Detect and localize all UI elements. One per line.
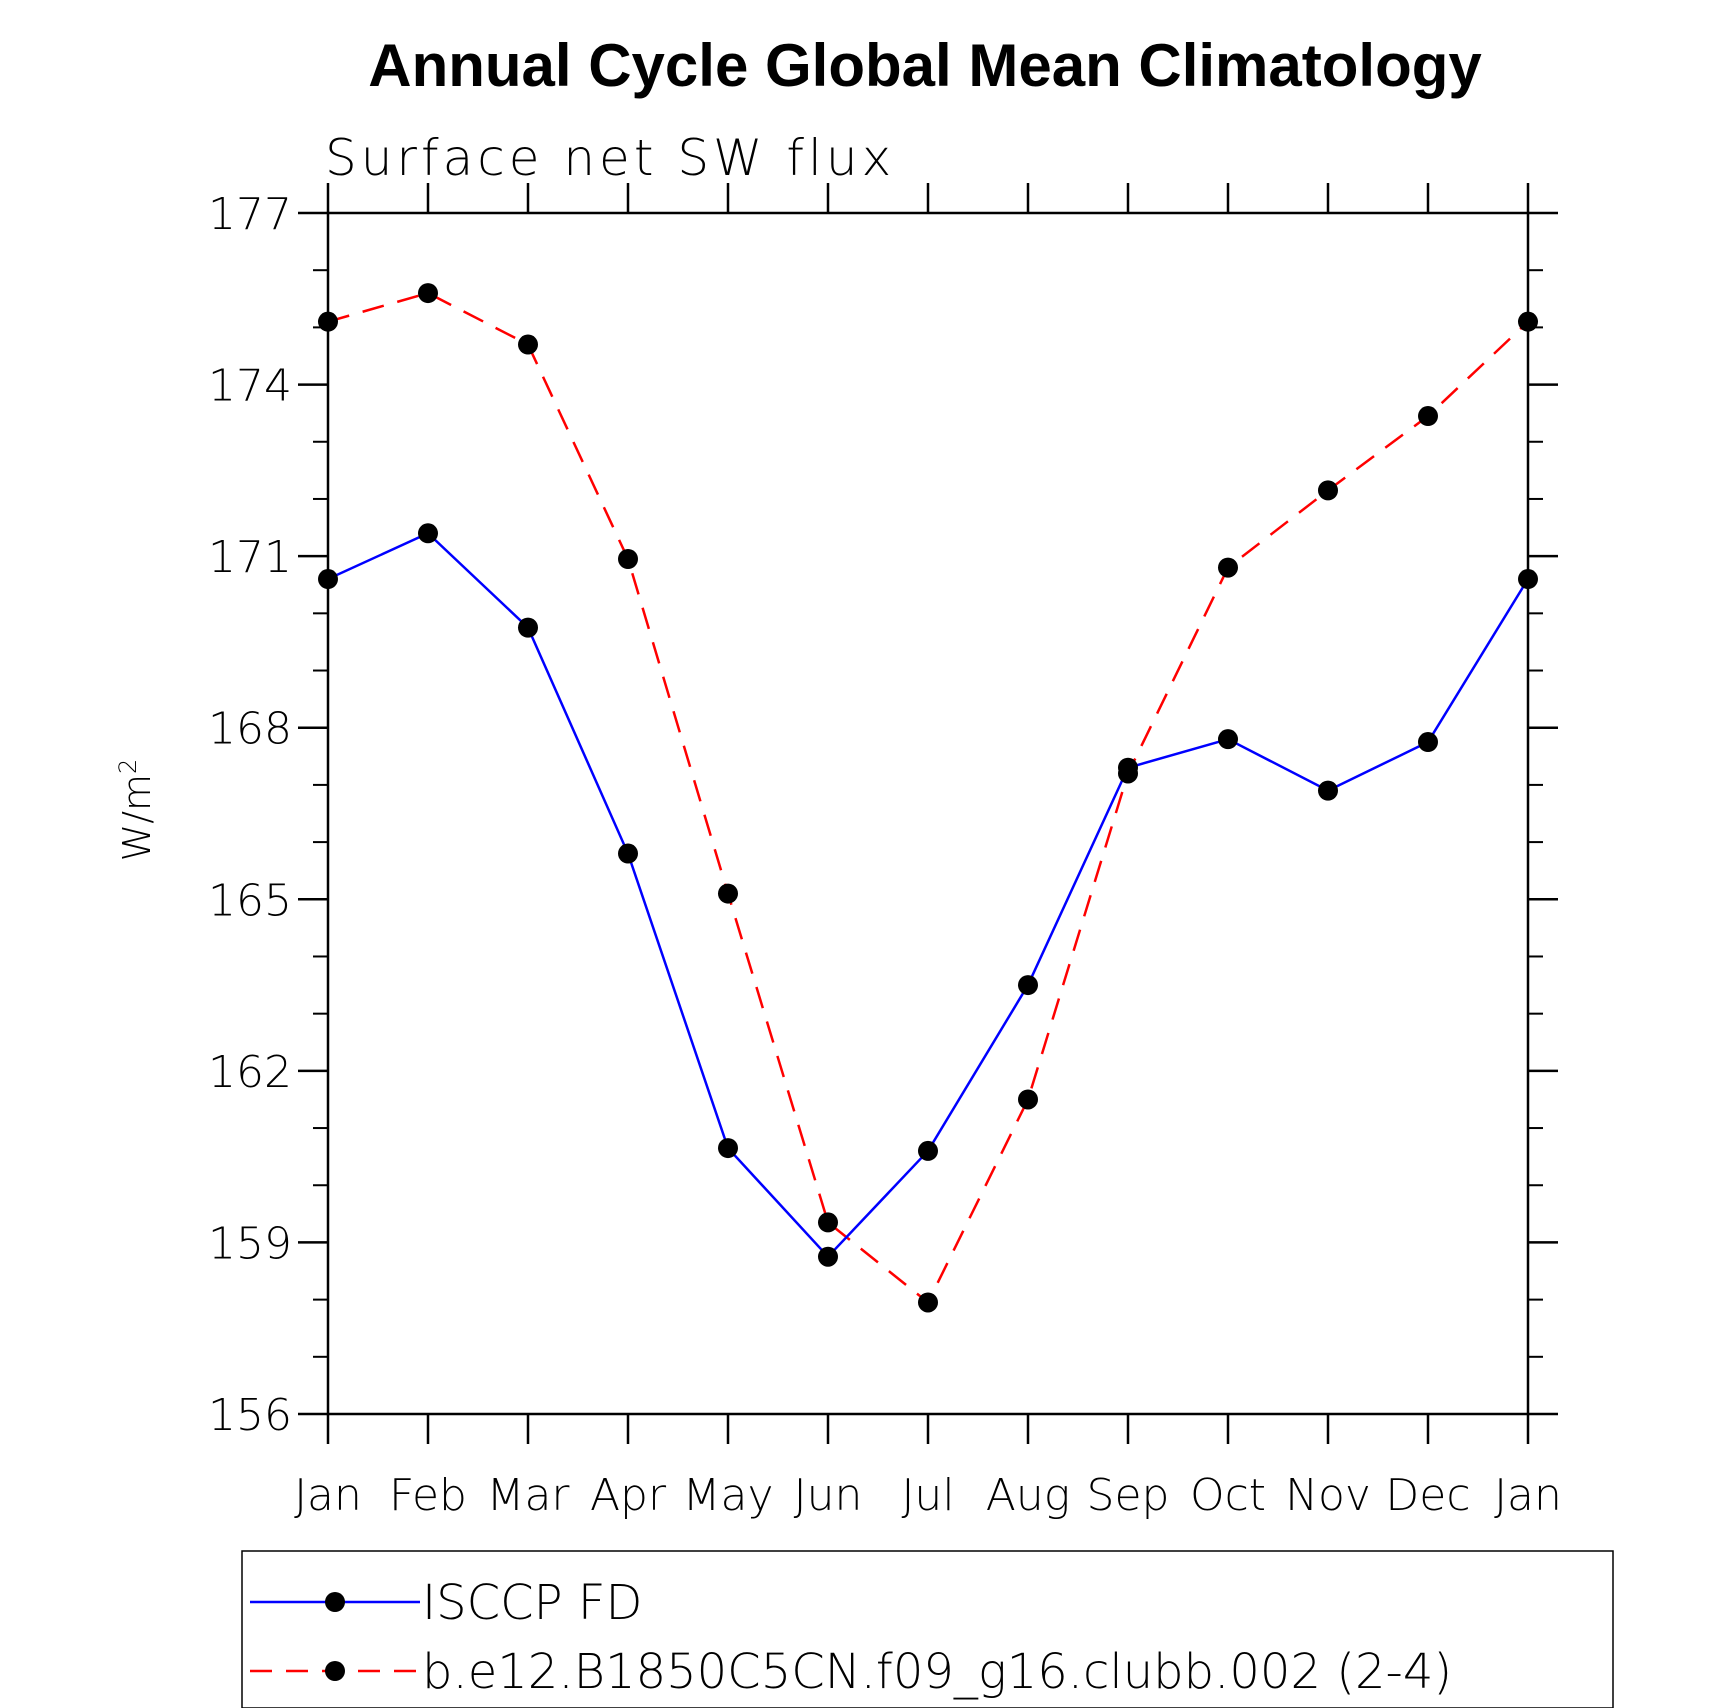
y-tick-label: 162 (208, 1047, 292, 1098)
data-point (318, 311, 338, 332)
data-point (618, 843, 638, 864)
x-tick-label: Feb (389, 1470, 467, 1521)
data-point (1118, 763, 1138, 784)
x-tick-label: Sep (1087, 1470, 1170, 1521)
data-point (518, 334, 538, 355)
data-point (1218, 557, 1238, 578)
y-tick-label: 177 (208, 189, 292, 240)
data-point (918, 1140, 938, 1161)
legend-items: ISCCP FD b.e12.B1850C5CN.f09_g16.clubb.00… (250, 1575, 1452, 1700)
data-point (1518, 311, 1538, 332)
x-tick-label: Dec (1385, 1470, 1470, 1521)
x-tick-label: Mar (486, 1470, 570, 1521)
y-tick-label: 165 (208, 875, 292, 926)
data-point (1218, 729, 1238, 750)
chart-title: Annual Cycle Global Mean Climatology (368, 32, 1482, 99)
data-point (318, 569, 338, 590)
x-tick-label: May (683, 1470, 774, 1521)
y-tick-label: 174 (208, 361, 292, 412)
x-tick-label: Jan (1494, 1470, 1562, 1521)
data-point (718, 1138, 738, 1159)
data-point (418, 283, 438, 304)
legend-label: ISCCP FD (422, 1575, 642, 1631)
x-tick-label: Jun (794, 1470, 863, 1521)
plot-frame (326, 211, 1530, 1416)
y-tick-label: 156 (208, 1390, 292, 1441)
marker-layer (318, 283, 1538, 1313)
chart-subtitle: Surface net SW flux (325, 129, 895, 187)
x-tick-label: Aug (986, 1470, 1070, 1521)
y-axis-label-superscript: 2 (114, 759, 142, 774)
x-tick-label: Apr (590, 1470, 667, 1521)
data-point (518, 617, 538, 638)
data-point (618, 549, 638, 570)
data-point (1018, 1089, 1038, 1110)
data-point (1518, 569, 1538, 590)
legend-marker (325, 1592, 345, 1612)
y-axis-label: W/m2 (114, 759, 159, 862)
data-point (1418, 406, 1438, 427)
legend-box (241, 1550, 1614, 1708)
data-point (418, 523, 438, 544)
data-point (818, 1212, 838, 1233)
data-point (1318, 480, 1338, 501)
legend: ISCCP FD b.e12.B1850C5CN.f09_g16.clubb.00… (241, 1550, 1614, 1708)
y-tick-label: 171 (208, 532, 292, 583)
x-tick-label: Jan (294, 1470, 362, 1521)
y-tick-label: 168 (208, 704, 292, 755)
x-tick-label: Jul (901, 1470, 954, 1521)
data-point (718, 883, 738, 904)
data-point (1018, 975, 1038, 996)
legend-marker (325, 1661, 345, 1681)
data-point (1418, 732, 1438, 753)
x-tick-label: Oct (1190, 1470, 1266, 1521)
data-point (818, 1246, 838, 1267)
legend-label: b.e12.B1850C5CN.f09_g16.clubb.002 (2-4) (422, 1644, 1452, 1700)
x-tick-label: Nov (1285, 1470, 1371, 1521)
data-point (918, 1292, 938, 1313)
data-point (1318, 780, 1338, 801)
plot-axes: 156 159 162 165 168 171 174 177 Jan Feb Mar Apr May J… (208, 183, 1562, 1521)
y-tick-label: 159 (208, 1218, 292, 1269)
